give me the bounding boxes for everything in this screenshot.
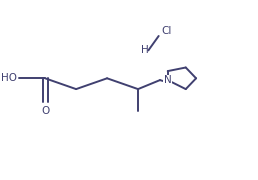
- Text: HO: HO: [1, 73, 17, 83]
- Text: H: H: [141, 45, 148, 55]
- Text: O: O: [41, 106, 49, 116]
- Text: Cl: Cl: [161, 26, 172, 36]
- Text: N: N: [164, 75, 172, 85]
